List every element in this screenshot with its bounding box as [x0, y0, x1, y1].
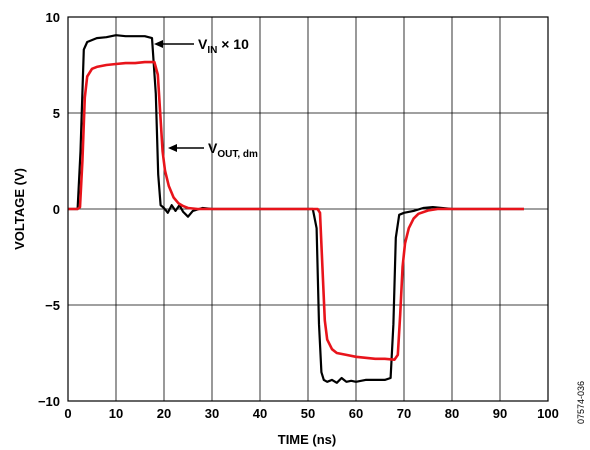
- svg-text:VIN × 10: VIN × 10: [198, 36, 249, 56]
- annotation-vin-suffix: × 10: [217, 36, 249, 52]
- x-tick-label: 0: [64, 406, 71, 421]
- y-tick-label: −10: [38, 394, 60, 409]
- y-tick-label: 10: [46, 10, 60, 25]
- svg-text:VOUT, dm: VOUT, dm: [208, 140, 258, 160]
- plot-frame: [67, 16, 549, 402]
- x-tick-label: 60: [349, 406, 363, 421]
- arrowhead-vin-icon: [154, 40, 163, 48]
- x-tick-label: 10: [109, 406, 123, 421]
- x-tick-label: 30: [205, 406, 219, 421]
- arrowhead-vout-icon: [168, 144, 177, 152]
- x-tick-label: 50: [301, 406, 315, 421]
- x-tick-label: 100: [537, 406, 559, 421]
- data-traces: [68, 34, 524, 384]
- annotation-vout: VOUT, dm: [168, 140, 258, 160]
- x-tick-label: 80: [445, 406, 459, 421]
- annotation-vout-main: V: [208, 140, 218, 156]
- figure-id: 07574-036: [576, 381, 586, 424]
- x-tick-label: 90: [493, 406, 507, 421]
- series-vout-line: [68, 60, 524, 361]
- y-tick-labels: −10 −5 0 5 10: [38, 10, 60, 409]
- annotation-vin: VIN × 10: [154, 36, 249, 56]
- y-axis-title: VOLTAGE (V): [12, 168, 27, 250]
- x-tick-labels: 0 10 20 30 40 50 60 70 80 90 100: [64, 406, 558, 421]
- annotation-vout-sub: OUT, dm: [217, 149, 258, 160]
- y-tick-label: 0: [53, 202, 60, 217]
- annotation-vin-main: V: [198, 36, 208, 52]
- y-tick-label: 5: [53, 106, 60, 121]
- x-tick-label: 70: [397, 406, 411, 421]
- y-tick-label: −5: [45, 298, 60, 313]
- annotation-vin-sub: IN: [207, 45, 217, 56]
- x-axis-title: TIME (ns): [278, 432, 337, 447]
- x-tick-label: 20: [157, 406, 171, 421]
- x-tick-label: 40: [253, 406, 267, 421]
